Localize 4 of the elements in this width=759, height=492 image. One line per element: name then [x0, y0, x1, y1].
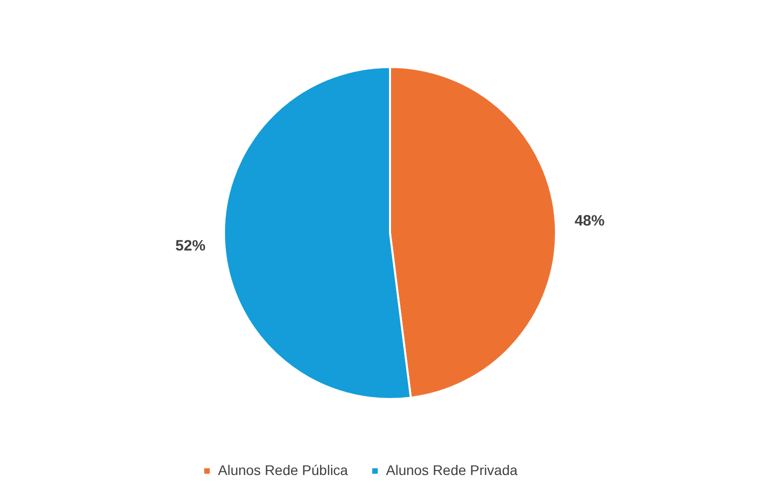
legend-label: Alunos Rede Pública	[218, 462, 348, 478]
data-label: 52%	[175, 238, 206, 255]
data-label: 48%	[574, 212, 605, 230]
legend-label: Alunos Rede Privada	[386, 462, 518, 478]
